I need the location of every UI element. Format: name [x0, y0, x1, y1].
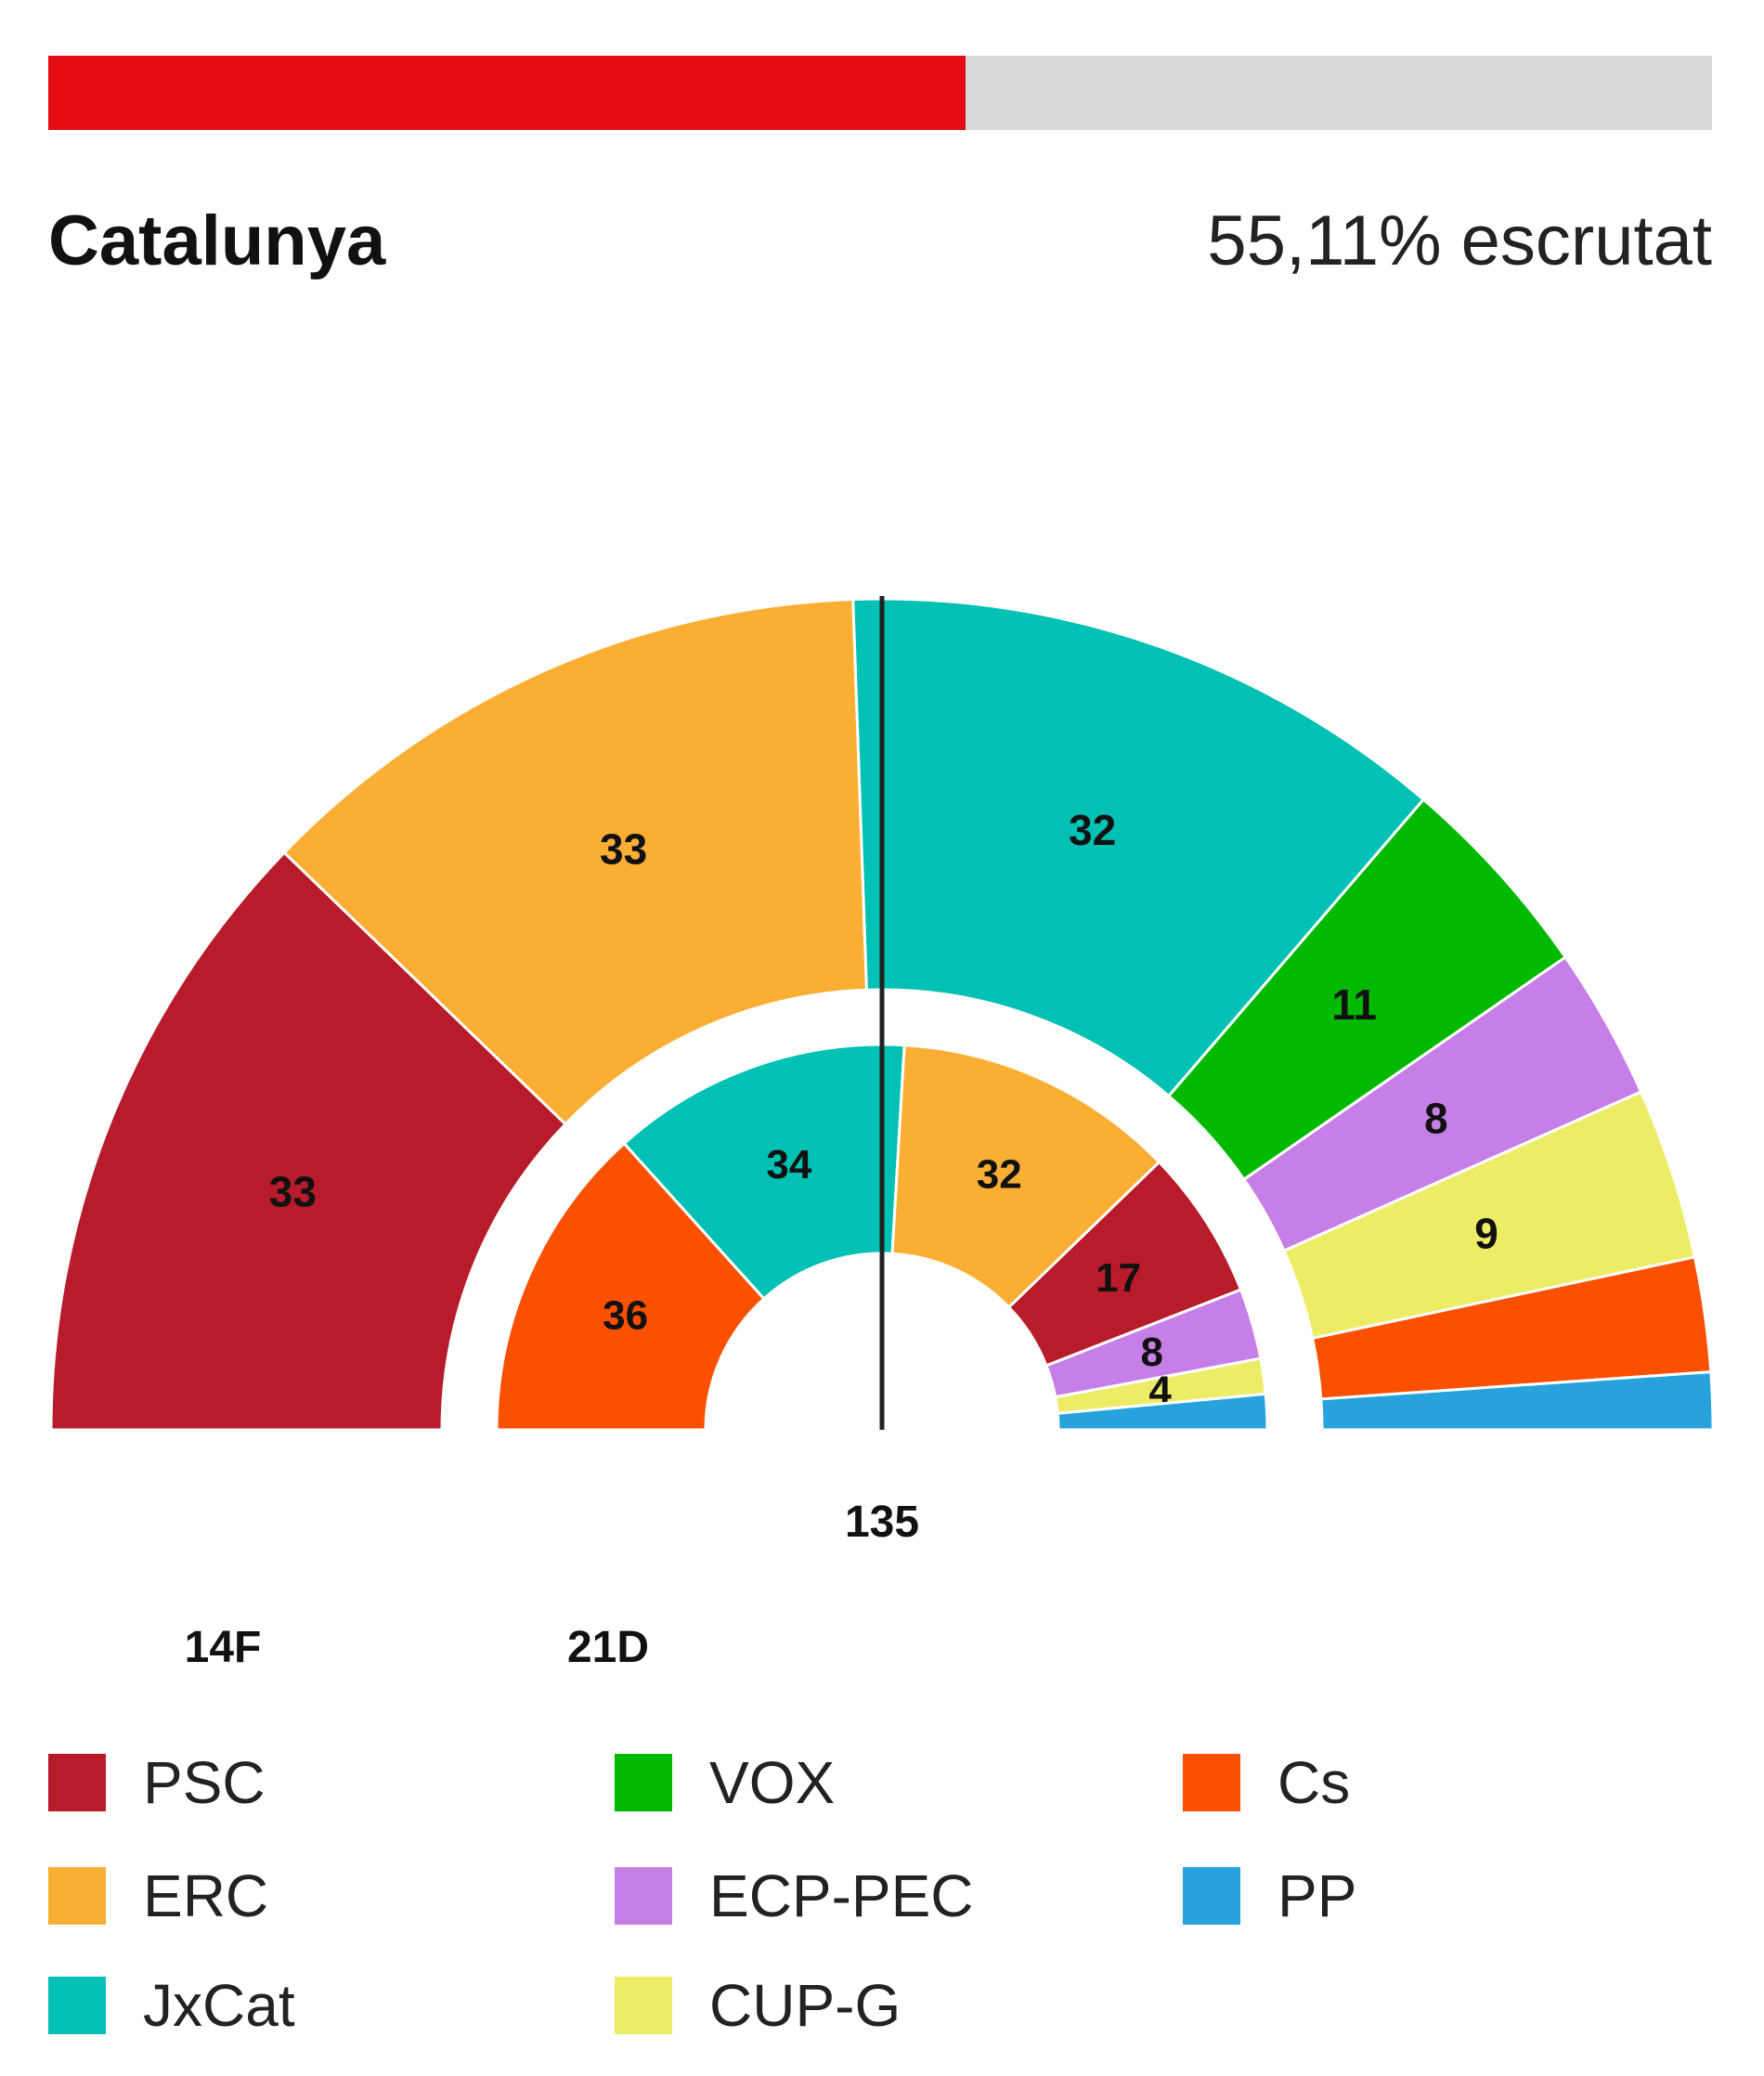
seat-arc-14f-jxcat[interactable] [851, 597, 1426, 1098]
seat-arc-21d-pp[interactable] [1056, 1392, 1269, 1432]
legend-label: Cs [1278, 1749, 1351, 1816]
ring-label-21d: 21D [567, 1623, 649, 1672]
legend-item-erc[interactable]: ERC [48, 1859, 268, 1933]
party-legend: PSC ERC JxCat VOX ECP-PEC CUP-G Cs PP [48, 1745, 1719, 2061]
seat-arc-14f-pp[interactable] [1319, 1369, 1715, 1432]
legend-swatch [615, 1867, 672, 1925]
seat-label-14f-cup-g: 9 [1474, 1209, 1498, 1257]
seat-arc-14f-psc[interactable] [49, 850, 568, 1432]
legend-swatch [1183, 1754, 1240, 1811]
legend-swatch [615, 1977, 672, 2034]
region-title: Catalunya [48, 201, 386, 280]
legend-label: JxCat [143, 1972, 295, 2039]
counted-percentage: 55,11% escrutat [1207, 201, 1712, 280]
legend-swatch [615, 1754, 672, 1811]
legend-label: ERC [143, 1862, 269, 1929]
legend-swatch [48, 1867, 106, 1925]
legend-item-cup-g[interactable]: CUP-G [615, 1968, 901, 2043]
legend-label: VOX [709, 1749, 836, 1816]
legend-swatch [1183, 1867, 1240, 1925]
scrutiny-progress-bar [48, 56, 1712, 130]
legend-label: PP [1278, 1862, 1357, 1929]
seat-arc-14f-erc[interactable] [282, 597, 869, 1126]
legend-label: PSC [143, 1749, 266, 1816]
legend-item-jxcat[interactable]: JxCat [48, 1968, 295, 2043]
seat-label-21d-cs: 36 [603, 1292, 648, 1338]
seat-label-14f-psc: 33 [269, 1168, 317, 1216]
legend-item-pp[interactable]: PP [1183, 1859, 1356, 1933]
seat-label-21d-psc: 17 [1096, 1255, 1141, 1301]
seat-label-14f-erc: 33 [600, 825, 647, 874]
legend-item-ecp-pec[interactable]: ECP-PEC [615, 1859, 974, 1933]
seat-label-14f-vox: 11 [1331, 980, 1377, 1029]
majority-label: 135 [845, 1498, 919, 1547]
seat-label-21d-ecp-pec: 8 [1141, 1330, 1163, 1375]
seat-arc-21d-erc[interactable] [890, 1044, 1161, 1310]
legend-item-psc[interactable]: PSC [48, 1745, 266, 1820]
seat-arc-21d-jxcat[interactable] [622, 1043, 906, 1301]
legend-label: CUP-G [709, 1972, 901, 2039]
ring-label-14f: 14F [185, 1623, 262, 1672]
seat-label-14f-jxcat: 32 [1069, 806, 1116, 854]
seat-label-21d-erc: 32 [977, 1152, 1022, 1198]
legend-swatch [48, 1754, 106, 1811]
legend-item-vox[interactable]: VOX [615, 1745, 835, 1820]
scrutiny-progress-fill [48, 56, 966, 130]
seat-arc-21d-cs[interactable] [495, 1141, 766, 1432]
legend-label: ECP-PEC [709, 1862, 974, 1929]
legend-item-cs[interactable]: Cs [1183, 1745, 1350, 1820]
legend-swatch [48, 1977, 106, 2034]
seat-label-21d-jxcat: 34 [766, 1142, 811, 1187]
seat-label-14f-ecp-pec: 8 [1424, 1095, 1448, 1143]
